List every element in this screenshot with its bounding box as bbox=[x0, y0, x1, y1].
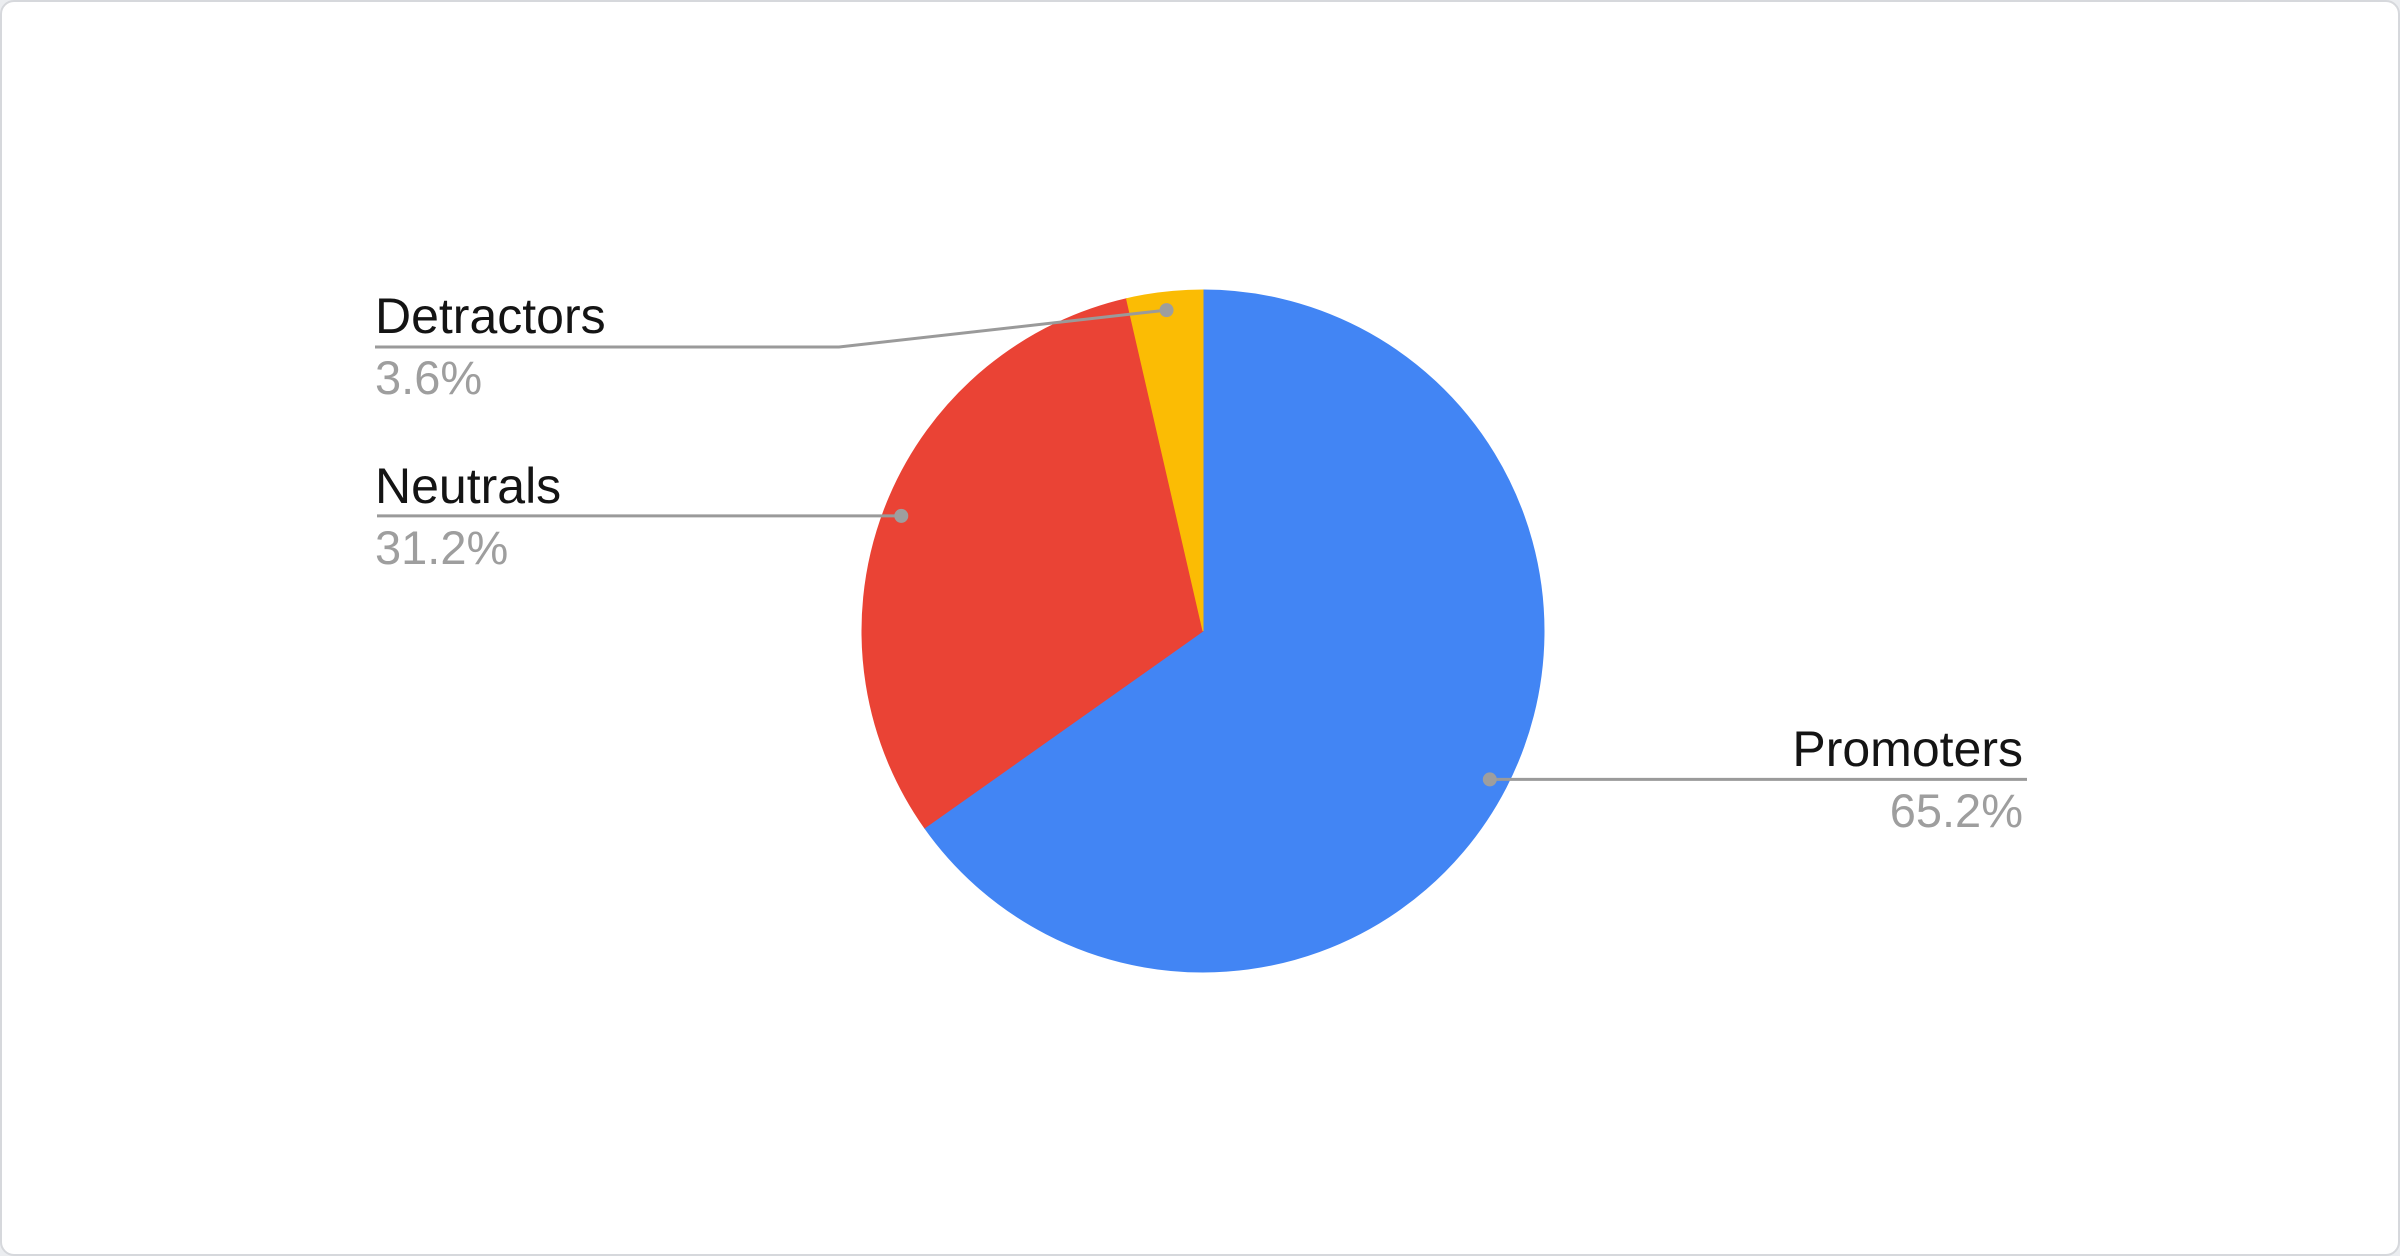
callout-dot-detractors bbox=[1159, 303, 1174, 318]
slice-name-neutrals: Neutrals bbox=[375, 458, 562, 514]
pie-slice-neutrals[interactable] bbox=[861, 298, 1204, 829]
callout-label-promoters: Promoters 65.2% bbox=[1792, 721, 2023, 838]
pie-slice-detractors[interactable] bbox=[1125, 289, 1204, 632]
pie-slice-promoters[interactable] bbox=[923, 289, 1545, 973]
callout-dot-promoters bbox=[1482, 772, 1497, 787]
slice-name-detractors: Detractors bbox=[375, 288, 606, 344]
callout-line-detractors bbox=[375, 308, 1167, 349]
callout-label-neutrals: Neutrals 31.2% bbox=[375, 458, 561, 575]
slice-name-promoters: Promoters bbox=[1792, 721, 2023, 777]
callout-dot-neutrals bbox=[894, 508, 909, 523]
callout-label-detractors: Detractors 3.6% bbox=[375, 288, 606, 405]
slice-percent-promoters: 65.2% bbox=[1889, 784, 2023, 837]
slice-percent-detractors: 3.6% bbox=[375, 351, 483, 404]
slice-percent-neutrals: 31.2% bbox=[375, 521, 509, 574]
